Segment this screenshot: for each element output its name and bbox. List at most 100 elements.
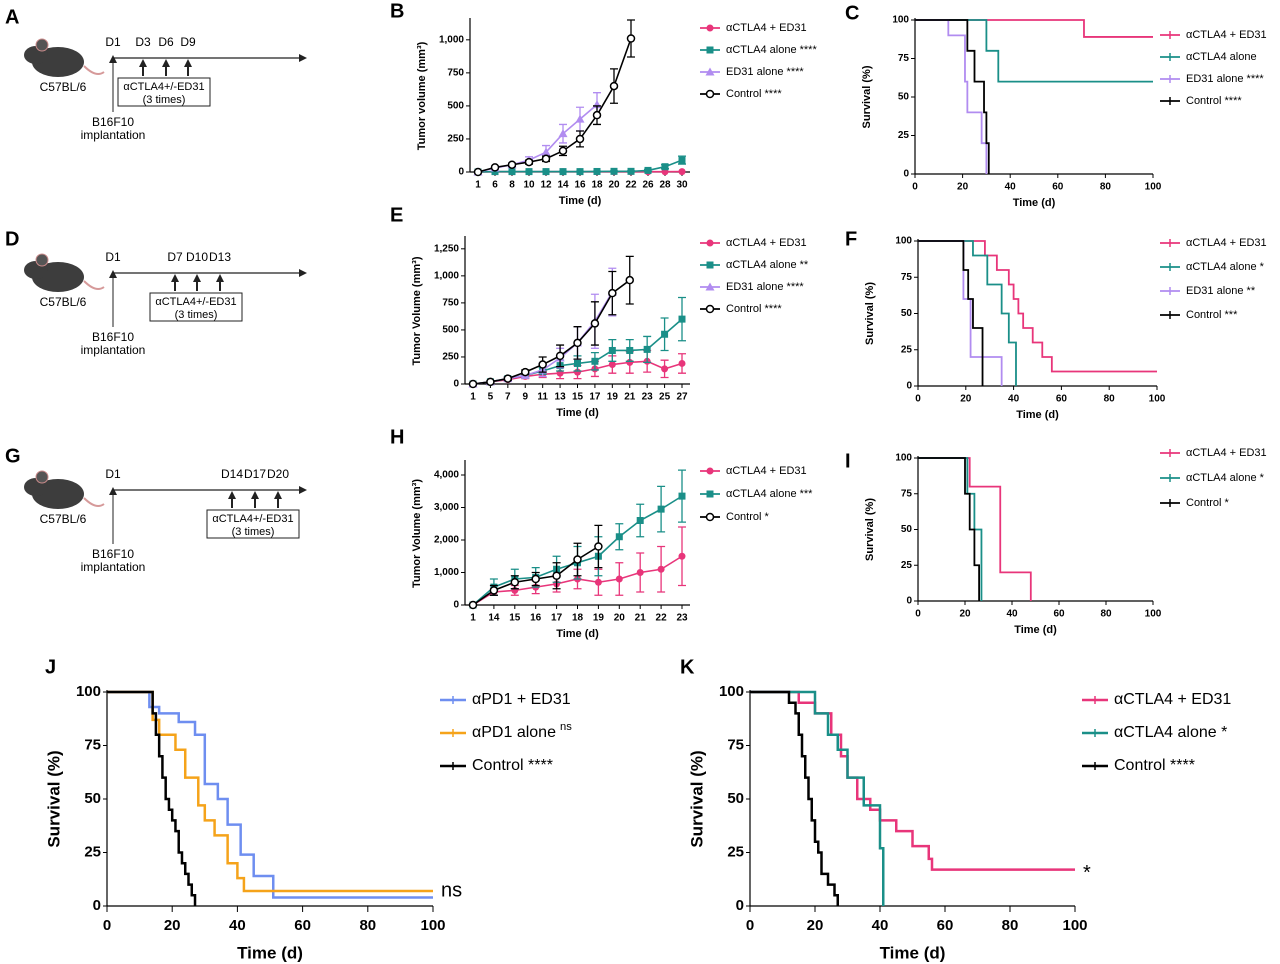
marker bbox=[610, 167, 618, 175]
series-line bbox=[472, 279, 631, 385]
marker bbox=[661, 365, 669, 373]
x-tick-label: 1 bbox=[475, 180, 481, 191]
marker bbox=[678, 492, 686, 500]
dose-day: D3 bbox=[135, 35, 151, 49]
panel-label: B bbox=[390, 0, 404, 22]
marker bbox=[705, 89, 715, 99]
legend-label: αPD1 alone bbox=[472, 724, 556, 741]
y-tick-label: 25 bbox=[901, 344, 913, 355]
marker bbox=[657, 565, 665, 573]
x-tick-label: 20 bbox=[614, 613, 626, 624]
x-axis-label: Time (d) bbox=[559, 195, 602, 207]
arrow-head bbox=[299, 54, 307, 62]
survival-curve bbox=[750, 690, 885, 906]
y-tick-label: 1,000 bbox=[439, 34, 464, 45]
implant-label: implantation bbox=[81, 343, 146, 357]
arrow-head bbox=[109, 55, 117, 63]
y-tick-label: 25 bbox=[84, 843, 101, 860]
x-tick-label: 60 bbox=[1056, 394, 1068, 405]
legend-label: αCTLA4 + ED31 bbox=[726, 22, 807, 34]
marker bbox=[644, 166, 652, 174]
x-tick-label: 22 bbox=[625, 180, 637, 191]
y-tick-label: 100 bbox=[76, 683, 101, 700]
x-tick-label: 20 bbox=[807, 917, 824, 934]
y-tick-label: 750 bbox=[447, 68, 464, 79]
arrow-head bbox=[109, 487, 117, 495]
marker bbox=[573, 338, 582, 348]
marker bbox=[615, 533, 623, 541]
panel-label: K bbox=[680, 656, 695, 678]
x-tick-label: 23 bbox=[642, 392, 654, 403]
panel-label: C bbox=[845, 2, 859, 24]
x-tick-label: 5 bbox=[488, 392, 494, 403]
marker bbox=[615, 575, 623, 583]
y-tick-label: 75 bbox=[727, 736, 744, 753]
panel-label: E bbox=[390, 204, 403, 226]
survival-curve bbox=[918, 457, 980, 601]
x-tick-label: 21 bbox=[635, 613, 647, 624]
arrow-head bbox=[171, 274, 179, 282]
y-tick-label: 0 bbox=[903, 169, 909, 180]
y-axis-label: Survival (%) bbox=[44, 750, 63, 847]
marker bbox=[542, 168, 550, 176]
marker bbox=[575, 114, 585, 123]
arrow-head bbox=[193, 274, 201, 282]
marker bbox=[678, 168, 686, 176]
annotation: * bbox=[1083, 862, 1091, 884]
y-tick-label: 0 bbox=[453, 600, 459, 611]
marker bbox=[678, 552, 686, 560]
y-tick-label: 0 bbox=[906, 596, 912, 607]
y-tick-label: 50 bbox=[901, 308, 913, 319]
treatment: αCTLA4+/-ED31 bbox=[123, 81, 204, 93]
legend-label: αCTLA4 alone **** bbox=[726, 44, 817, 56]
x-tick-label: 60 bbox=[1052, 182, 1064, 193]
x-tick-label: 18 bbox=[591, 180, 603, 191]
marker bbox=[626, 346, 634, 354]
x-tick-label: 0 bbox=[912, 182, 918, 193]
x-tick-label: 15 bbox=[509, 613, 521, 624]
x-tick-label: 80 bbox=[359, 917, 376, 934]
marker bbox=[489, 586, 499, 595]
legend-label: ED31 alone **** bbox=[1186, 73, 1264, 85]
marker bbox=[573, 555, 582, 564]
dose-day: D7 bbox=[167, 250, 183, 264]
marker bbox=[678, 359, 686, 367]
arrow-head bbox=[139, 59, 147, 67]
implant-label: B16F10 bbox=[92, 115, 134, 129]
panel-label: F bbox=[845, 228, 857, 250]
dose-day: D14 bbox=[221, 467, 243, 481]
marker bbox=[574, 359, 581, 367]
x-axis-label: Time (d) bbox=[1013, 197, 1056, 209]
marker bbox=[643, 345, 651, 353]
marker bbox=[661, 163, 669, 171]
y-tick-label: 1,000 bbox=[434, 270, 459, 281]
x-tick-label: 100 bbox=[1145, 182, 1162, 193]
marker bbox=[705, 512, 715, 522]
y-tick-label: 25 bbox=[898, 130, 910, 141]
panel-label: J bbox=[45, 656, 56, 678]
x-tick-label: 60 bbox=[294, 917, 311, 934]
marker bbox=[627, 167, 635, 175]
treatment-box bbox=[206, 509, 300, 539]
y-axis-label: Survival (%) bbox=[864, 498, 876, 561]
survival-curve bbox=[915, 19, 1153, 38]
marker bbox=[705, 304, 715, 314]
legend-label: αCTLA4 alone bbox=[1186, 51, 1257, 63]
x-tick-label: 19 bbox=[593, 613, 605, 624]
marker bbox=[706, 261, 714, 269]
x-tick-label: 20 bbox=[608, 180, 620, 191]
x-tick-label: 13 bbox=[555, 392, 567, 403]
marker bbox=[608, 346, 616, 354]
marker bbox=[593, 167, 601, 175]
y-tick-label: 25 bbox=[901, 560, 913, 571]
legend-label: αCTLA4 alone * bbox=[1114, 724, 1227, 741]
y-tick-label: 2,000 bbox=[434, 535, 459, 546]
survival-curve bbox=[918, 457, 983, 601]
marker bbox=[559, 168, 567, 176]
marker bbox=[678, 156, 686, 164]
arrow-head bbox=[109, 270, 117, 278]
legend-label: αCTLA4 + ED31 bbox=[1186, 237, 1267, 249]
marker bbox=[541, 154, 551, 164]
survival-curve bbox=[107, 690, 197, 906]
marker bbox=[525, 168, 533, 176]
